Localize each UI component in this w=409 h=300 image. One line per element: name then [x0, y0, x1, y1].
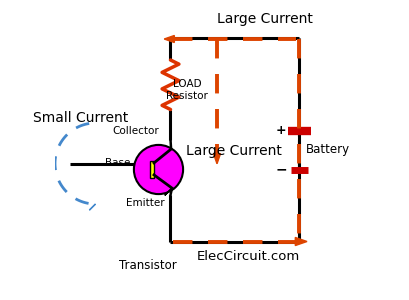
Circle shape — [134, 145, 183, 194]
Text: Transistor: Transistor — [119, 259, 176, 272]
Text: Emitter: Emitter — [126, 197, 164, 208]
Text: −: − — [274, 163, 286, 176]
Text: LOAD
Resistor: LOAD Resistor — [166, 79, 207, 101]
Text: +: + — [275, 124, 285, 137]
Polygon shape — [164, 188, 172, 195]
Text: Collector: Collector — [112, 125, 159, 136]
Text: Large Current: Large Current — [185, 145, 281, 158]
Text: Base: Base — [105, 158, 130, 169]
Bar — [149, 161, 154, 178]
Text: ElecCircuit.com: ElecCircuit.com — [196, 250, 299, 263]
Polygon shape — [89, 204, 95, 210]
Polygon shape — [164, 35, 174, 43]
Text: Large Current: Large Current — [216, 13, 312, 26]
Text: Battery: Battery — [305, 143, 349, 157]
Text: Small Current: Small Current — [33, 112, 128, 125]
Polygon shape — [213, 154, 220, 164]
Polygon shape — [294, 238, 306, 245]
